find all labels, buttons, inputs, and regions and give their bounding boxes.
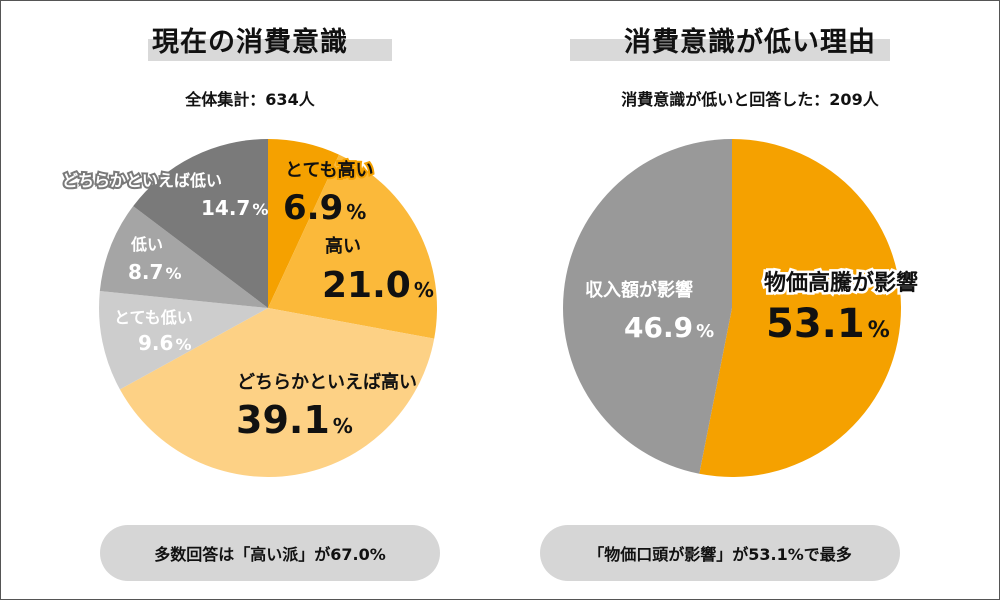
- slice-label-very-high: とても高い: [285, 159, 374, 181]
- slice-value-price-rise: 53.1%: [766, 301, 890, 347]
- slice-value-somewhat-high: 39.1%: [236, 398, 353, 442]
- slice-label-low: 低い: [130, 235, 163, 254]
- right-chart-panel: 消費意識が低い理由 消費意識が低いと回答した：209人 物価高騰が影響 53.1…: [500, 0, 1000, 600]
- slice-value-income: 46.9%: [624, 311, 714, 344]
- right-pie-slice-1: [563, 139, 732, 474]
- right-pie-chart: 物価高騰が影響 53.1% 収入額が影響 46.9%: [563, 139, 921, 477]
- right-summary-pill: 「物価口頭が影響」が53.1%で最多: [540, 525, 900, 581]
- slice-value-high: 21.0%: [322, 265, 434, 306]
- left-chart-title: 現在の消費意識: [152, 27, 348, 58]
- left-pie-slice-3: [98, 291, 268, 390]
- left-title-band: [148, 39, 392, 61]
- left-chart-subtitle: 全体集計：634人: [185, 90, 315, 109]
- slice-label-somewhat-high: どちらかといえば高い: [237, 371, 417, 393]
- slice-value-low: 8.7%: [128, 260, 181, 284]
- left-chart-panel: 現在の消費意識 全体集計：634人 とても高い 6.9% 高い 21.0% どち…: [60, 27, 440, 581]
- slice-label-somewhat-low: どちらかといえば低い: [62, 171, 222, 190]
- left-pie-slice-4: [99, 206, 269, 308]
- slice-label-price-rise: 物価高騰が影響: [764, 270, 918, 296]
- right-title-band: [570, 39, 890, 61]
- left-pie-slice-0: [268, 139, 339, 308]
- slice-label-income: 収入額が影響: [585, 279, 693, 301]
- slice-value-very-high: 6.9%: [283, 188, 366, 228]
- slice-value-somewhat-low: 14.7%: [201, 196, 268, 220]
- right-chart-title: 消費意識が低い理由: [624, 27, 876, 58]
- left-pie-chart: とても高い 6.9% 高い 21.0% どちらかといえば高い 39.1% とても…: [60, 139, 437, 478]
- slice-label-high: 高い: [325, 235, 361, 257]
- left-pie-slice-2: [119, 308, 435, 478]
- left-pie-slice-1: [268, 154, 437, 339]
- right-chart-subtitle: 消費意識が低いと回答した：209人: [621, 90, 879, 109]
- left-pie-slice-5: [133, 139, 268, 308]
- slice-label-very-low: とても低い: [114, 308, 193, 327]
- slice-value-very-low: 9.6%: [138, 331, 191, 355]
- right-pie-slice-0: [699, 139, 901, 477]
- left-summary-pill: 多数回答は「高い派」が67.0%: [100, 525, 440, 581]
